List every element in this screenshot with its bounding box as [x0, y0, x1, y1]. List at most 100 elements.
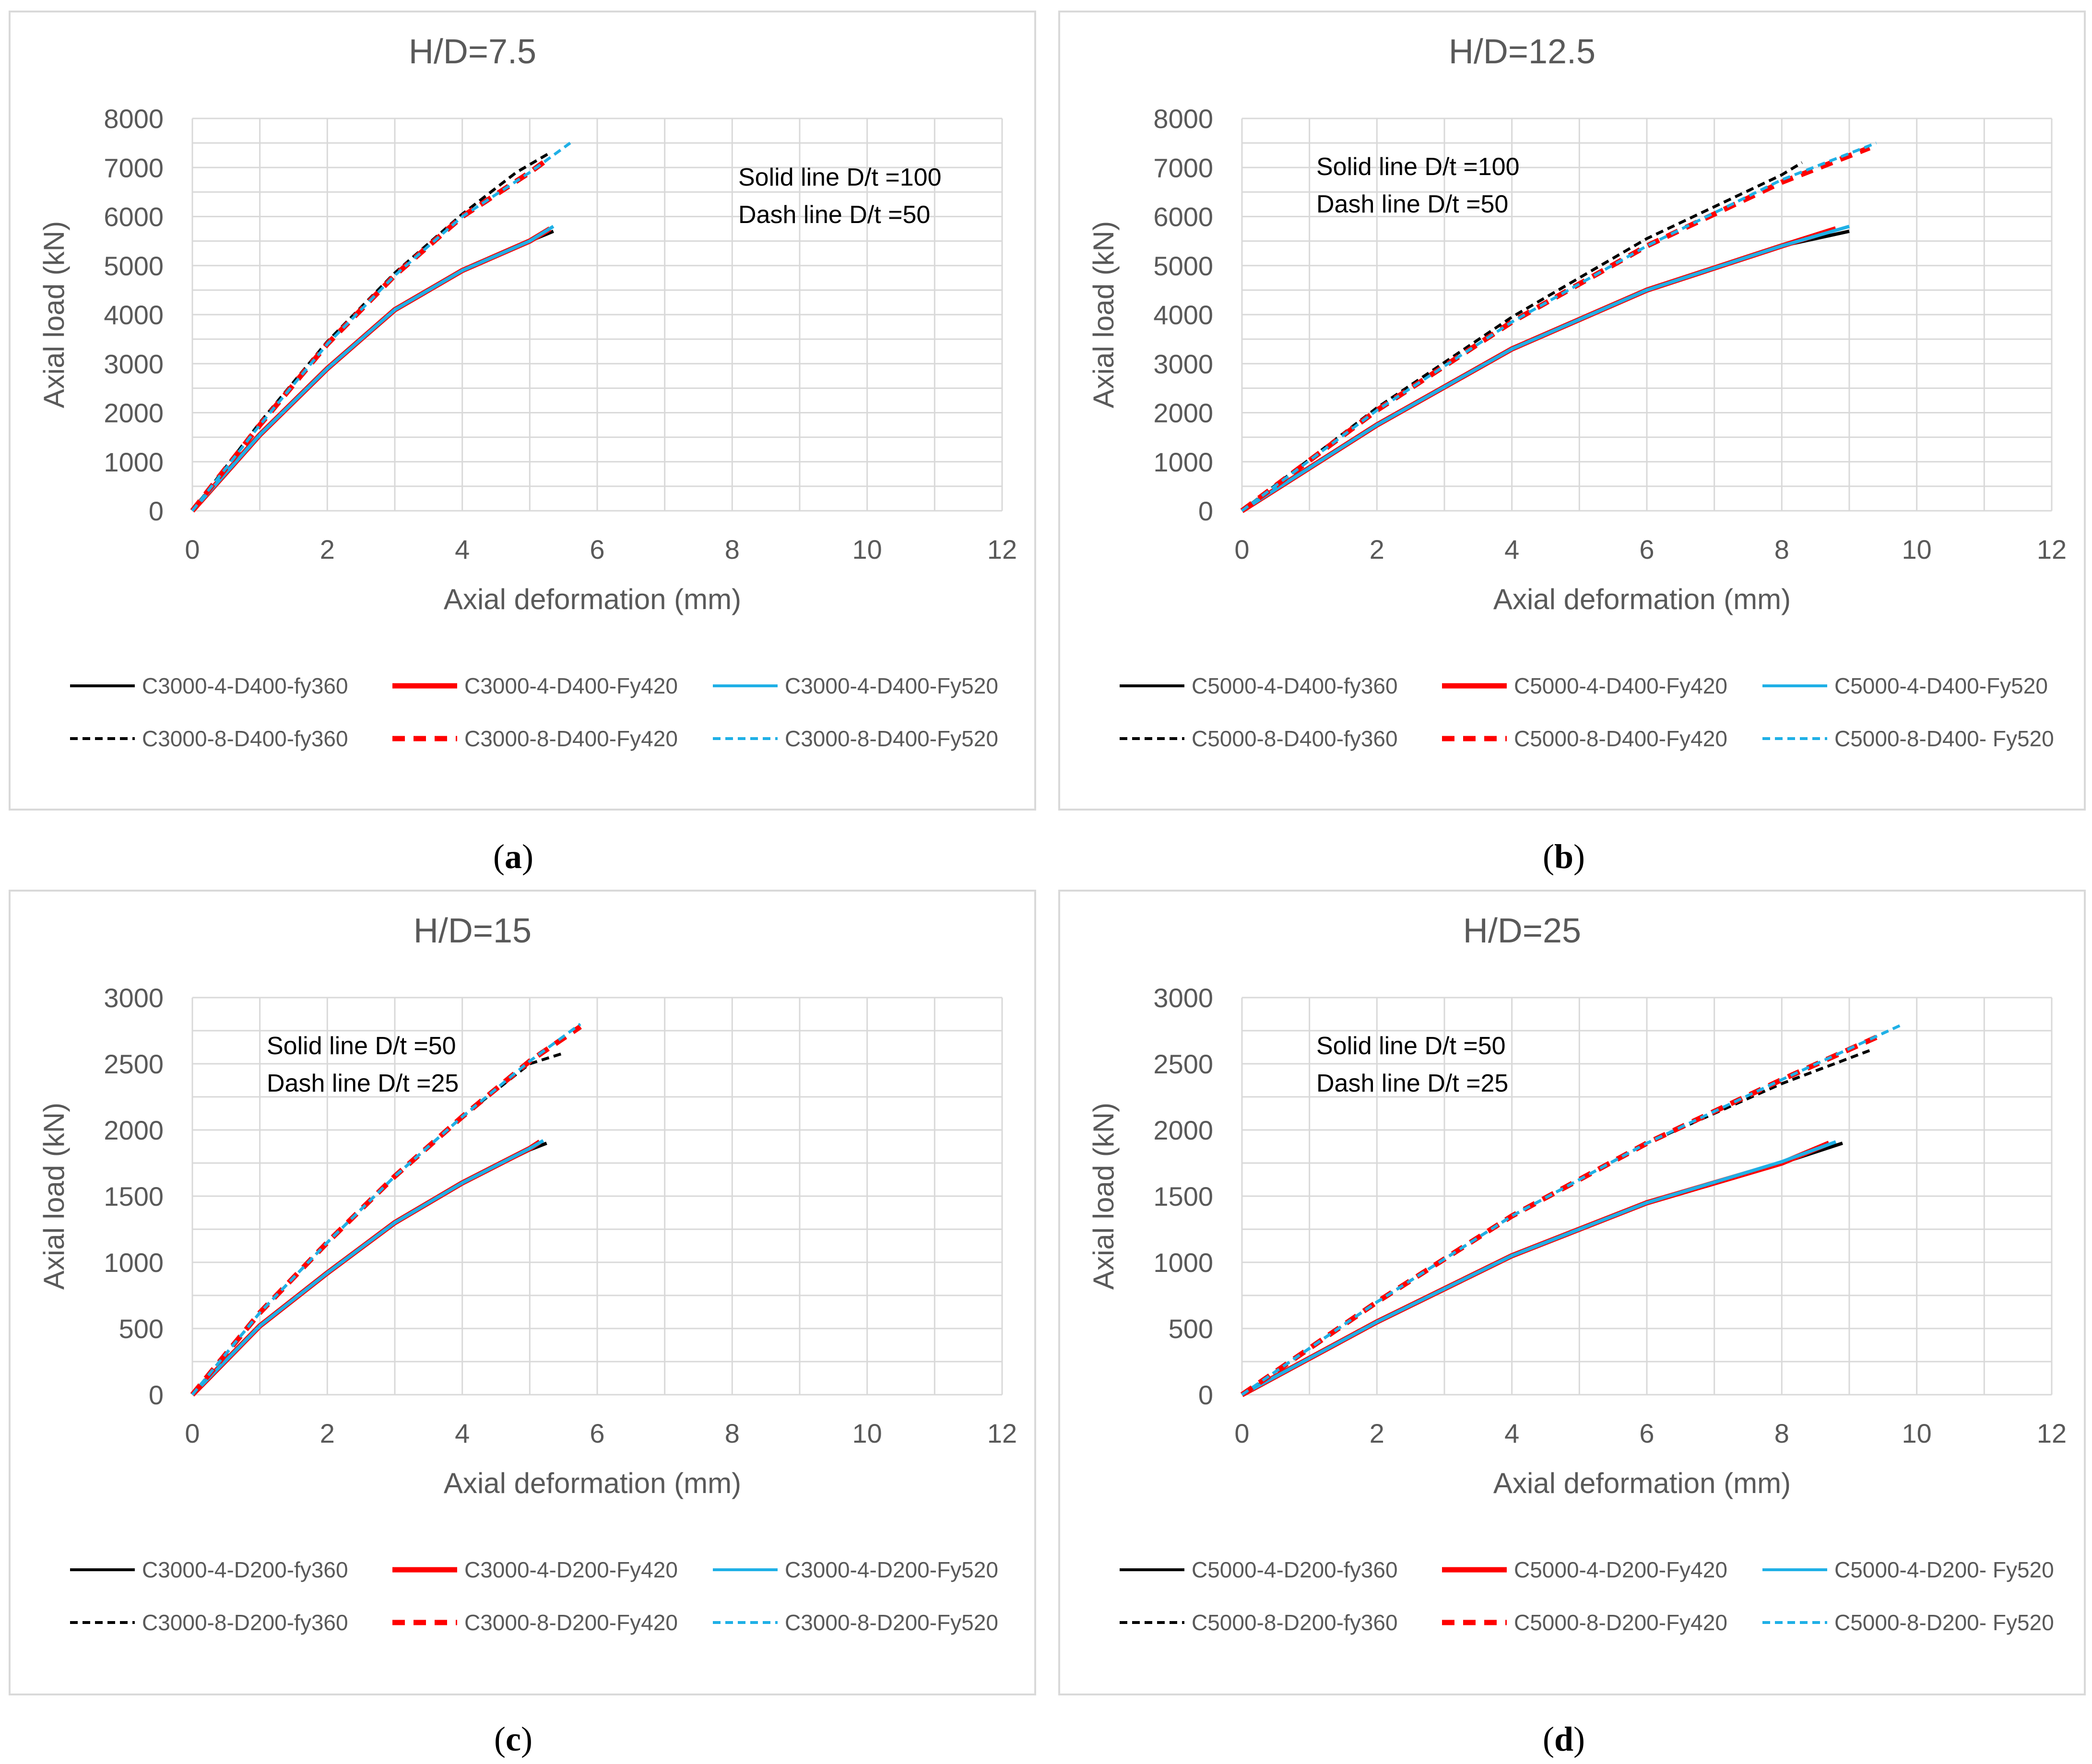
chart-b: H/D=12.5 0 2 4 6 8 10 12 0 1000 2000 3000 4000 5000 60…	[1087, 33, 2067, 751]
legend-label: C3000-4-D200-Fy420	[464, 1557, 678, 1582]
series-line	[1241, 1023, 1904, 1396]
series-line	[1241, 141, 1877, 512]
caption-b: (b)	[1542, 837, 1585, 876]
series-line	[1241, 1140, 1837, 1397]
y-tick-label: 0	[149, 1380, 164, 1410]
annotation-text: Dash line D/t =25	[1316, 1070, 1508, 1097]
series-line	[190, 226, 552, 513]
x-tick-label: 6	[1639, 1418, 1654, 1448]
chart-title: H/D=12.5	[1449, 33, 1596, 71]
series-line	[191, 1141, 547, 1396]
chart-d: H/D=25 0 2 4 6 8 10 12 0 500 1000 1500 2000 2500 3000 A…	[1087, 912, 2067, 1635]
legend-label: C5000-8-D200- Fy520	[1834, 1610, 2054, 1635]
x-tick-label: 0	[1234, 534, 1249, 564]
y-tick-label: 2500	[104, 1049, 164, 1079]
y-tick-label: 500	[119, 1314, 164, 1344]
chart-panel-a: H/D=7.5 0 2 4 6 8 10 12 0 1000 2000 3000 4000 5000 600…	[9, 11, 1036, 811]
x-tick-label: 12	[987, 534, 1017, 564]
x-tick-label: 4	[1504, 1418, 1519, 1448]
legend: C3000-4-D200-fy360 C3000-4-D200-Fy420 C300…	[70, 1557, 998, 1635]
legend: C5000-4-D400-fy360 C5000-4-D400-Fy420 C500…	[1120, 673, 2054, 751]
gridlines	[191, 118, 1003, 512]
y-tick-label: 3000	[1153, 983, 1213, 1013]
caption-c: (c)	[494, 1720, 532, 1758]
x-tick-label: 0	[1234, 1418, 1249, 1448]
series-lines	[1240, 141, 1877, 513]
annotation-text: Dash line D/t =50	[738, 201, 930, 229]
y-tick-label: 0	[1198, 496, 1213, 526]
annotation-text: Dash line D/t =25	[267, 1070, 459, 1097]
y-tick-label: 1000	[1153, 447, 1213, 477]
legend-label: C3000-8-D200-fy360	[142, 1610, 348, 1635]
y-tick-label: 2000	[1153, 398, 1213, 428]
series-lines	[190, 1023, 582, 1397]
series-line	[191, 141, 571, 512]
y-tick-label: 1000	[104, 447, 164, 477]
legend-label: C3000-8-D200-Fy520	[785, 1610, 998, 1635]
gridlines	[191, 997, 1003, 1396]
y-tick-label: 0	[149, 496, 164, 526]
legend-label: C3000-8-D200-Fy420	[464, 1610, 678, 1635]
x-tick-label: 8	[1774, 534, 1789, 564]
legend-label: C5000-8-D400-Fy420	[1514, 726, 1727, 751]
x-tick-label: 2	[1370, 534, 1384, 564]
y-tick-label: 2500	[1153, 1049, 1213, 1079]
y-tick-label: 5000	[1153, 251, 1213, 281]
y-axis-label: Axial load (kN)	[38, 221, 70, 408]
y-tick-label: 1500	[1153, 1181, 1213, 1211]
y-tick-label: 8000	[104, 104, 164, 134]
chart-a: H/D=7.5 0 2 4 6 8 10 12 0 1000 2000 3000 4000 5000 600…	[38, 33, 1017, 751]
y-tick-label: 8000	[1153, 104, 1213, 134]
x-tick-label: 2	[1370, 1418, 1384, 1448]
y-axis-label: Axial load (kN)	[1087, 221, 1120, 408]
x-axis-label: Axial deformation (mm)	[1493, 583, 1791, 615]
series-line	[1241, 226, 1837, 513]
y-tick-label: 7000	[104, 153, 164, 183]
annotation-text: Dash line D/t =50	[1316, 190, 1508, 218]
caption-d: (d)	[1542, 1720, 1585, 1758]
x-axis-label: Axial deformation (mm)	[444, 583, 741, 615]
x-tick-label: 10	[1902, 534, 1932, 564]
caption-a: (a)	[493, 837, 533, 876]
chart-panel-b: H/D=12.5 0 2 4 6 8 10 12 0 1000 2000 3000 4000 5000 60…	[1058, 11, 2086, 811]
x-axis-label: Axial deformation (mm)	[1493, 1467, 1791, 1499]
series-line	[190, 155, 552, 513]
legend-label: C3000-8-D400-Fy520	[785, 726, 998, 751]
chart-frame	[9, 11, 1036, 811]
x-tick-label: 0	[185, 1418, 200, 1448]
series-line	[191, 1139, 544, 1396]
y-axis-label: Axial load (kN)	[1087, 1103, 1120, 1290]
legend: C5000-4-D200-fy360 C5000-4-D200-Fy420 C500…	[1120, 1557, 2054, 1635]
chart-panel-c: H/D=15 0 2 4 6 8 10 12 0 500 1000 1500 2000 2500 3000 A…	[9, 890, 1036, 1695]
x-tick-label: 4	[455, 534, 470, 564]
y-tick-label: 6000	[1153, 202, 1213, 232]
annotation-text: Solid line D/t =50	[267, 1032, 456, 1060]
legend-label: C3000-4-D400-Fy420	[464, 673, 678, 698]
annotation-text: Solid line D/t =100	[1316, 153, 1520, 181]
series-line	[190, 1140, 542, 1397]
chart-panel-d: H/D=25 0 2 4 6 8 10 12 0 500 1000 1500 2000 2500 3000 A…	[1058, 890, 2086, 1695]
x-tick-label: 8	[725, 1418, 740, 1448]
x-tick-label: 10	[852, 534, 882, 564]
y-tick-label: 1500	[104, 1181, 164, 1211]
x-tick-label: 12	[2037, 534, 2067, 564]
x-tick-label: 8	[1774, 1418, 1789, 1448]
chart-title: H/D=25	[1463, 912, 1581, 950]
x-tick-label: 6	[590, 534, 604, 564]
y-tick-label: 2000	[1153, 1115, 1213, 1145]
legend-label: C5000-4-D400-Fy420	[1514, 673, 1727, 698]
chart-c: H/D=15 0 2 4 6 8 10 12 0 500 1000 1500 2000 2500 3000 A…	[38, 912, 1017, 1635]
legend-label: C5000-8-D400-fy360	[1192, 726, 1398, 751]
legend: C3000-4-D400-fy360 C3000-4-D400-Fy420 C300…	[70, 673, 998, 751]
series-lines	[1240, 1023, 1904, 1397]
annotation-text: Solid line D/t =100	[738, 164, 942, 191]
chart-title: H/D=7.5	[409, 33, 536, 71]
chart-frame	[1058, 11, 2086, 811]
x-tick-label: 10	[852, 1418, 882, 1448]
legend-label: C5000-4-D200-Fy420	[1514, 1557, 1727, 1582]
y-tick-label: 3000	[1153, 349, 1213, 379]
series-line	[191, 1052, 564, 1396]
y-tick-label: 1000	[104, 1247, 164, 1278]
series-line	[1241, 1141, 1843, 1397]
x-tick-label: 6	[1639, 534, 1654, 564]
